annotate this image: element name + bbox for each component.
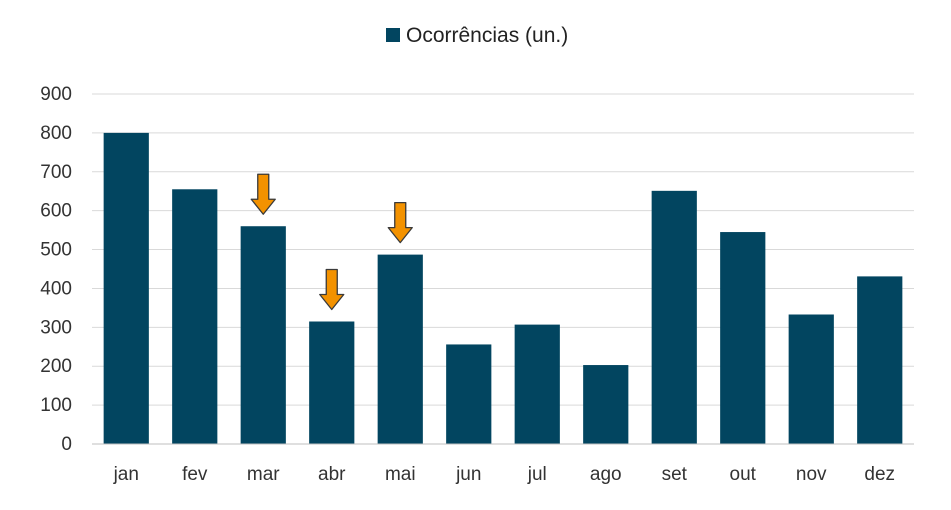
y-tick-label: 500	[40, 240, 72, 261]
x-tick-label: set	[662, 464, 688, 485]
y-tick-label: 700	[40, 162, 72, 183]
x-tick-label: nov	[796, 464, 827, 485]
down-arrow-icon	[250, 173, 276, 215]
bar-ago	[583, 365, 629, 444]
x-tick-label: mai	[385, 464, 416, 485]
x-tick-label: abr	[318, 464, 346, 485]
bar-mai	[377, 254, 423, 444]
x-tick-label: fev	[182, 464, 208, 485]
bar-out	[720, 232, 766, 444]
bar-set	[651, 190, 697, 444]
x-tick-label: jan	[113, 464, 139, 485]
y-tick-label: 100	[40, 395, 72, 416]
x-tick-label: jul	[527, 464, 547, 485]
y-tick-label: 900	[40, 84, 72, 105]
bars	[103, 132, 903, 444]
bar-jan	[103, 132, 149, 444]
y-tick-label: 400	[40, 278, 72, 299]
down-arrow-icon	[387, 201, 413, 244]
x-tick-label: mar	[247, 464, 280, 485]
legend-swatch	[386, 28, 400, 42]
bar-jun	[446, 344, 492, 444]
x-tick-label: dez	[864, 464, 895, 485]
y-tick-label: 800	[40, 123, 72, 144]
y-tick-label: 200	[40, 356, 72, 377]
bar-dez	[857, 276, 903, 444]
legend: Ocorrências (un.)	[386, 24, 568, 47]
down-arrow-icon	[319, 268, 345, 311]
legend-label: Ocorrências (un.)	[406, 24, 568, 47]
y-tick-label: 0	[61, 434, 72, 455]
bar-abr	[309, 321, 355, 444]
x-tick-label: out	[730, 464, 757, 485]
x-tick-label: ago	[590, 464, 622, 485]
x-tick-label: jun	[455, 464, 481, 485]
bar-fev	[172, 189, 218, 444]
y-tick-label: 600	[40, 201, 72, 222]
bar-mar	[240, 226, 286, 444]
bar-jul	[514, 324, 560, 444]
y-tick-label: 300	[40, 317, 72, 338]
gridlines	[92, 93, 914, 406]
annotations	[250, 173, 413, 311]
axes: 0 100 200 300 400 500 600 700 800 900 jan fev mar abr…	[40, 84, 914, 485]
bar-nov	[788, 314, 834, 444]
